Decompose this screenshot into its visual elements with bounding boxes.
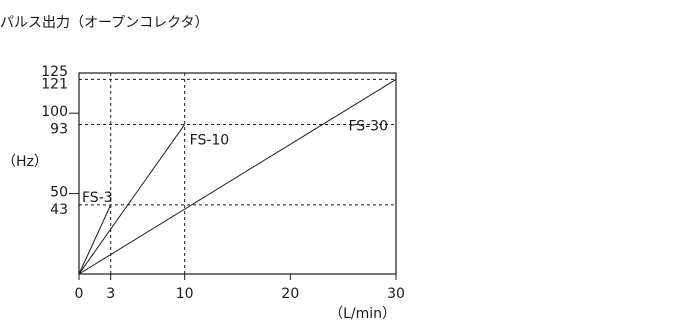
x-tick-label-10: 10 <box>176 286 194 302</box>
y-tick-label-50: 50 <box>50 185 68 201</box>
y-tick-label-100: 100 <box>41 104 68 120</box>
series-label-fs-3: FS-3 <box>82 190 113 206</box>
x-tick-label-30: 30 <box>387 286 405 302</box>
y-ref-label-93: 93 <box>50 121 68 137</box>
series-line-fs-3 <box>78 204 112 275</box>
y-tick-label-125: 125 <box>41 64 68 80</box>
x-tick-label-20: 20 <box>281 286 299 302</box>
x-axis-label: （L/min） <box>329 306 396 322</box>
series-lines: FS-3 FS-10 FS-30 <box>78 79 397 275</box>
series-label-fs-10: FS-10 <box>190 132 230 148</box>
x-tick-label-3: 3 <box>106 286 115 302</box>
series-label-fs-30: FS-30 <box>348 118 388 134</box>
y-ref-label-121: 121 <box>41 76 68 92</box>
axis-ticks: 0 3 10 20 30 50 100 125 43 93 121 <box>41 64 405 302</box>
y-ref-label-43: 43 <box>50 202 68 218</box>
series-line-fs-30 <box>78 79 397 275</box>
series-line-fs-10 <box>78 124 186 275</box>
y-axis-label: （Hz） <box>2 154 48 170</box>
plot-frame <box>78 72 397 275</box>
x-tick-label-0: 0 <box>75 286 84 302</box>
chart-title: パルス出力（オープンコレクタ） <box>0 15 209 31</box>
reference-lines <box>79 73 396 274</box>
